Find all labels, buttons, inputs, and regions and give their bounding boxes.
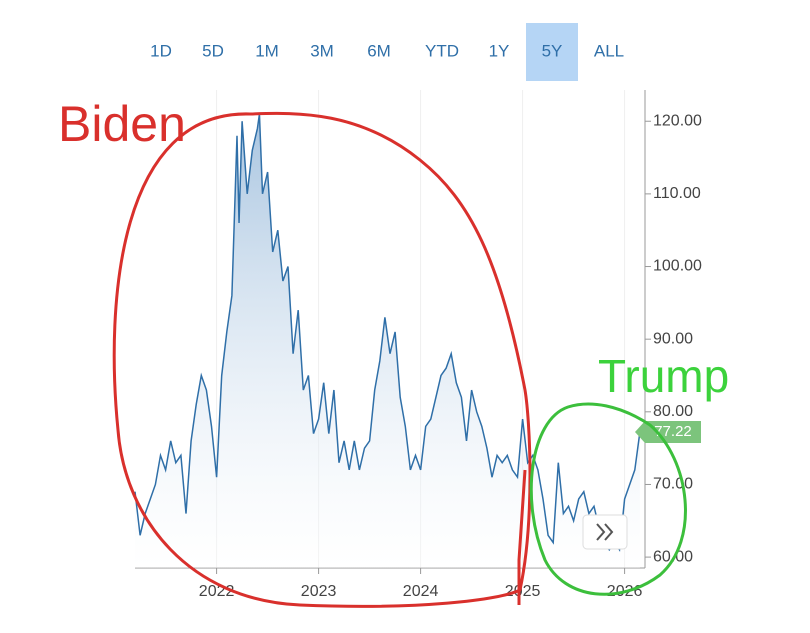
range-button[interactable]: 6M xyxy=(367,41,391,60)
range-button[interactable]: 1M xyxy=(255,41,279,60)
price-line xyxy=(134,113,641,552)
last-price-label: 77.22 xyxy=(654,423,692,440)
trump-label: Trump xyxy=(598,350,729,402)
range-button[interactable]: 5Y xyxy=(542,41,563,60)
y-tick-label: 110.00 xyxy=(653,185,701,202)
plot-area: 2022 2023 2024 2025 202660.0070.0080.0090.00… xyxy=(134,90,702,600)
range-button[interactable]: 5D xyxy=(202,41,224,60)
range-button[interactable]: ALL xyxy=(594,41,624,60)
biden-stroke xyxy=(517,469,527,605)
x-tick-label: 2023 xyxy=(301,583,337,600)
range-button[interactable]: 1D xyxy=(150,41,172,60)
range-button[interactable]: YTD xyxy=(425,41,459,60)
x-tick-label: 2022 xyxy=(199,583,235,600)
range-button[interactable]: 1Y xyxy=(489,41,510,60)
range-selector: 1D 5D 1M 3M 6M YTD 1Y 5Y ALL xyxy=(150,23,624,81)
expand-button[interactable] xyxy=(582,514,628,550)
y-tick-label: 70.00 xyxy=(653,476,693,493)
area xyxy=(135,113,640,568)
y-tick-label: 90.00 xyxy=(653,330,693,347)
biden-circle xyxy=(112,111,532,608)
range-button-selected xyxy=(526,23,578,81)
range-button[interactable]: 3M xyxy=(310,41,334,60)
y-tick-label: 120.00 xyxy=(653,112,702,129)
x-tick-label: 2025 xyxy=(505,583,541,600)
y-tick-label: 100.00 xyxy=(653,258,702,275)
expand-icon xyxy=(596,523,614,541)
x-tick-label: 2024 xyxy=(403,583,439,600)
y-tick-label: 80.00 xyxy=(653,403,693,420)
biden-label: Biden xyxy=(58,96,186,152)
trump-circle xyxy=(529,402,687,596)
